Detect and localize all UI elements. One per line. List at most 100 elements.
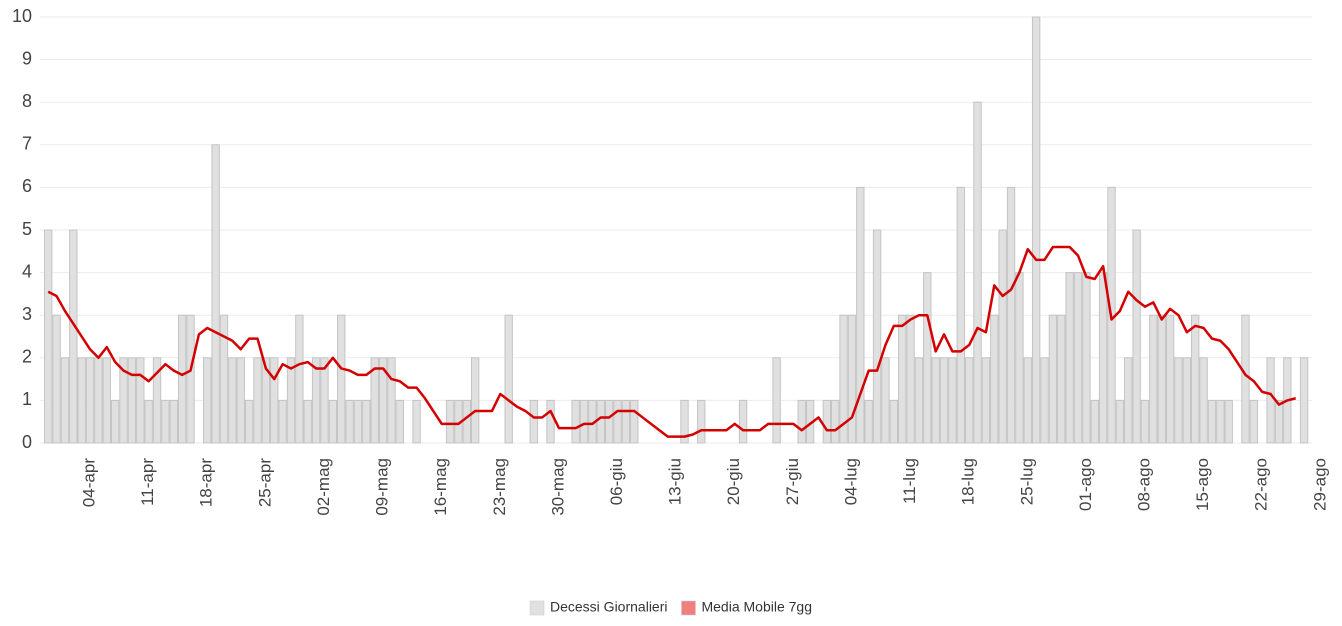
line bbox=[47, 245, 1297, 438]
bar bbox=[1191, 314, 1200, 444]
bar bbox=[320, 357, 329, 444]
bar bbox=[1006, 186, 1016, 444]
bar bbox=[596, 399, 605, 444]
bar bbox=[973, 101, 982, 444]
bar bbox=[1299, 357, 1309, 444]
lines bbox=[47, 245, 1297, 438]
bar bbox=[889, 399, 898, 444]
bar bbox=[144, 399, 153, 444]
bar bbox=[337, 314, 346, 444]
x-tick-label: 22-ago bbox=[1252, 458, 1271, 511]
x-tick-label: 11-apr bbox=[138, 458, 157, 506]
bar bbox=[948, 357, 957, 444]
y-tick-label: 10 bbox=[12, 6, 32, 26]
bar bbox=[613, 399, 622, 444]
bar bbox=[52, 314, 61, 444]
bar bbox=[85, 357, 95, 444]
bar bbox=[60, 357, 70, 444]
bar bbox=[345, 399, 354, 444]
bar bbox=[990, 314, 999, 444]
bar bbox=[412, 399, 421, 444]
bar bbox=[1040, 357, 1049, 444]
bar bbox=[270, 357, 279, 444]
legend-label: Decessi Giornalieri bbox=[550, 599, 667, 615]
y-tick-label: 4 bbox=[22, 261, 32, 281]
bar bbox=[1031, 16, 1041, 444]
bar bbox=[286, 357, 296, 444]
bar bbox=[471, 357, 480, 444]
bar bbox=[278, 399, 287, 444]
x-tick-label: 20-giu bbox=[724, 458, 743, 505]
bar bbox=[504, 314, 513, 444]
bar bbox=[831, 399, 840, 444]
bar bbox=[1115, 399, 1125, 444]
bar bbox=[1207, 399, 1217, 444]
bar bbox=[881, 357, 890, 444]
bar bbox=[839, 314, 848, 444]
bar bbox=[236, 357, 245, 444]
bar bbox=[546, 399, 555, 444]
bar bbox=[244, 399, 254, 444]
labels: 0 1 2 3 4 5 6 7 8 9 10 04-apr 11-apr 18-apr 25-apr 02-m… bbox=[12, 6, 1329, 516]
x-tick-label: 18-lug bbox=[959, 458, 978, 505]
bar bbox=[152, 357, 162, 444]
bar bbox=[211, 144, 220, 444]
bar bbox=[1124, 357, 1133, 444]
bar bbox=[1249, 399, 1259, 444]
bar bbox=[353, 399, 363, 444]
bar bbox=[203, 357, 212, 444]
bar bbox=[77, 357, 86, 444]
bar bbox=[621, 399, 631, 444]
bar bbox=[1165, 314, 1175, 444]
bar bbox=[253, 357, 262, 444]
bar bbox=[110, 399, 120, 444]
bar bbox=[370, 357, 379, 444]
x-tick-label: 09-mag bbox=[373, 458, 392, 516]
bar bbox=[1224, 399, 1233, 444]
legend-swatch bbox=[529, 600, 545, 616]
bar bbox=[604, 399, 614, 444]
bar bbox=[362, 399, 371, 444]
x-tick-label: 25-apr bbox=[255, 458, 274, 507]
legend-swatch bbox=[681, 600, 696, 616]
bar bbox=[931, 357, 940, 444]
bar bbox=[956, 186, 965, 444]
bar bbox=[579, 399, 589, 444]
bar bbox=[295, 314, 304, 444]
bar bbox=[136, 357, 145, 444]
y-tick-label: 6 bbox=[22, 176, 32, 196]
bar bbox=[1157, 314, 1166, 444]
bar bbox=[462, 399, 471, 444]
bar bbox=[311, 357, 321, 444]
bar bbox=[981, 357, 991, 444]
x-tick-label: 25-lug bbox=[1017, 458, 1036, 505]
bar bbox=[1015, 272, 1024, 444]
x-tick-label: 23-mag bbox=[490, 458, 509, 516]
bar bbox=[872, 229, 882, 444]
y-tick-label: 1 bbox=[22, 389, 32, 409]
legend-label: Media Mobile 7gg bbox=[701, 599, 812, 615]
x-tick-label: 08-ago bbox=[1134, 458, 1153, 511]
bar bbox=[328, 399, 338, 444]
bar bbox=[697, 399, 706, 444]
x-tick-label: 30-mag bbox=[548, 458, 567, 516]
bar bbox=[395, 399, 405, 444]
bar bbox=[738, 399, 748, 444]
bar bbox=[797, 399, 806, 444]
bar bbox=[169, 399, 178, 444]
bar bbox=[1241, 314, 1250, 444]
x-tick-label: 02-mag bbox=[314, 458, 333, 516]
bar bbox=[1082, 272, 1091, 444]
bar bbox=[847, 314, 857, 444]
x-tick-label: 15-ago bbox=[1193, 458, 1212, 511]
bar bbox=[1023, 357, 1032, 444]
x-tick-label: 04-apr bbox=[80, 458, 99, 507]
bar bbox=[387, 357, 396, 444]
bar bbox=[923, 272, 932, 444]
bar bbox=[303, 399, 312, 444]
bar bbox=[998, 229, 1007, 444]
bar bbox=[1149, 314, 1158, 444]
bar bbox=[856, 186, 865, 444]
bar bbox=[630, 399, 639, 444]
